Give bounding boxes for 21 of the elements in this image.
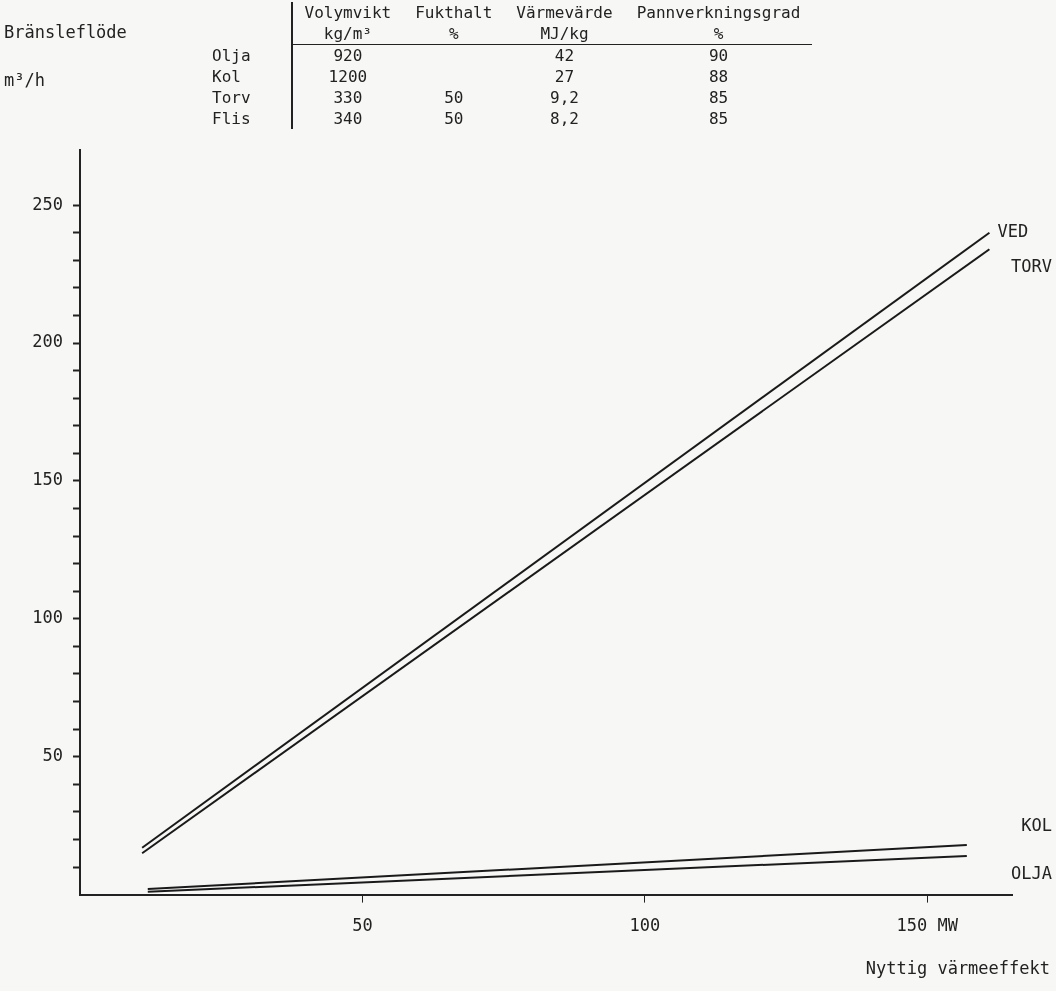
y-tick-label: 150 (32, 469, 63, 490)
x-axis-title: Nyttig värmeeffekt (865, 958, 1050, 978)
x-tick-label: 100 (629, 915, 661, 936)
text: m³/h (4, 70, 45, 90)
x-tick-label: 50 (352, 915, 373, 936)
text: Kol 1200 27 88 (212, 67, 729, 86)
series-label: TORV (1011, 256, 1052, 277)
x-tick-label: 150 MW (896, 915, 959, 936)
text: OLJA (1011, 862, 1052, 883)
y-tick-label: 50 (42, 745, 63, 766)
text: Torv 330 50 9,2 85 (212, 88, 729, 107)
y-tick-label: 100 (32, 607, 63, 628)
text: Bränsleflöde (4, 22, 127, 42)
text: Volymvikt Fukthalt Värmevärde Pannverkningsgrad (304, 3, 801, 22)
text: kg/m³ % MJ/kg % (323, 24, 724, 43)
text: KOL (1021, 814, 1052, 835)
text: Olja 920 42 90 (212, 45, 729, 65)
text: Flis 340 50 8,2 85 (212, 109, 729, 128)
y-tick-label: 250 (32, 193, 63, 214)
y-tick-label: 200 (32, 331, 63, 352)
series-label: VED (997, 221, 1029, 242)
